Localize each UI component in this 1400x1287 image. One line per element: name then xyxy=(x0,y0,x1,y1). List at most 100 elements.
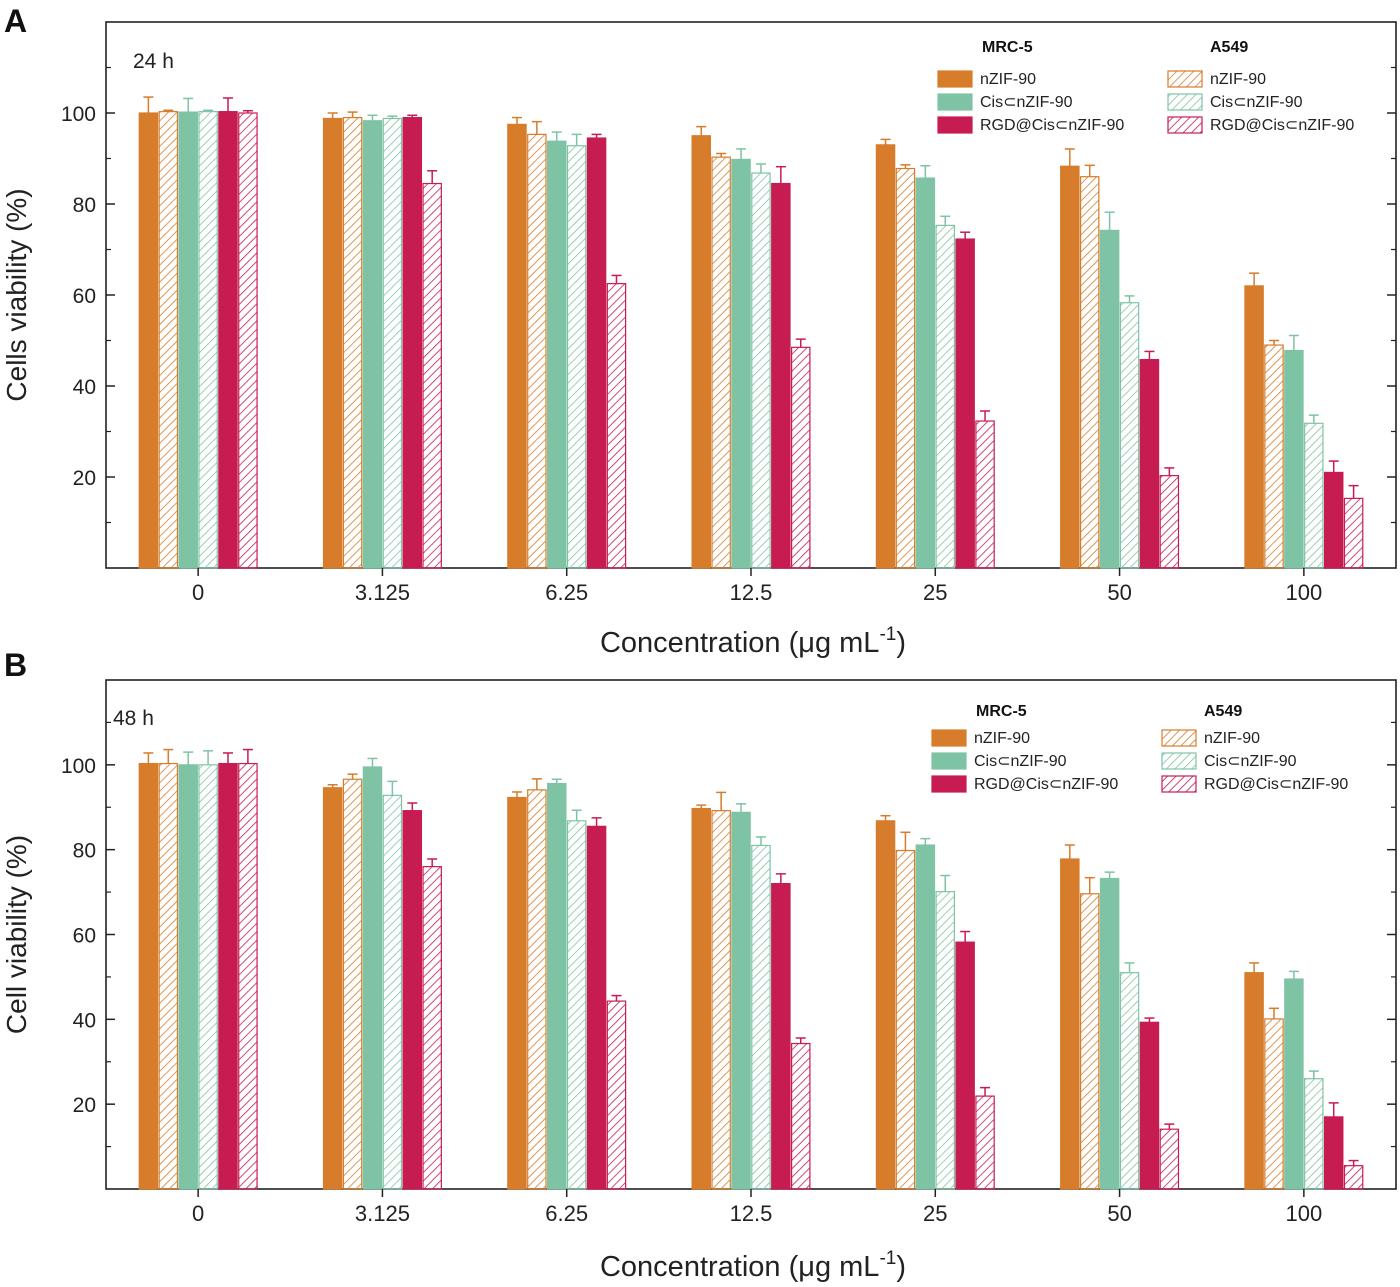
bar xyxy=(1343,1165,1364,1190)
bar xyxy=(1079,176,1100,569)
legend-swatch xyxy=(931,775,967,793)
bar xyxy=(1079,893,1100,1190)
legend-header: A549 xyxy=(1210,39,1248,56)
y-tick-label: 80 xyxy=(73,840,96,863)
bar xyxy=(895,849,916,1190)
bar xyxy=(322,787,343,1190)
y-axis-label: Cells viability (%) xyxy=(1,188,32,401)
legend-header: MRC-5 xyxy=(976,703,1027,720)
x-axis-label-main: Concentration (μg mL xyxy=(600,1251,879,1283)
bar xyxy=(138,762,159,1190)
legend-entry-label: nZIF-90 xyxy=(1210,71,1266,88)
panel-b: 20 40 60 80 100 0 3.125 6.25 12.5 25 50 100 B 48 h Cel… xyxy=(1,647,1397,1283)
bar xyxy=(547,140,567,569)
bar xyxy=(218,762,238,1190)
bar xyxy=(771,882,791,1190)
legend-swatch xyxy=(937,70,973,88)
x-axis-label-sup: -1 xyxy=(879,1248,896,1269)
legend-swatch xyxy=(1161,752,1197,770)
legend-swatch xyxy=(937,116,973,134)
bar xyxy=(382,117,403,569)
bar xyxy=(1119,302,1140,569)
legend-entry-label: nZIF-90 xyxy=(980,71,1036,88)
x-tick-label: 25 xyxy=(923,580,947,605)
legend-swatch xyxy=(1161,775,1197,793)
bar xyxy=(875,144,896,569)
bar xyxy=(198,764,218,1190)
time-label: 24 h xyxy=(133,50,174,73)
bar xyxy=(606,1000,627,1190)
x-tick-label: 100 xyxy=(1285,1201,1322,1226)
legend-entry-label: Cis⊂nZIF-90 xyxy=(974,753,1067,770)
plot-frame xyxy=(105,679,1397,1190)
legend-swatch xyxy=(931,729,967,747)
bar xyxy=(1323,1116,1344,1190)
bar xyxy=(1323,471,1344,569)
bar xyxy=(1264,1018,1284,1190)
legend-entry-label: RGD@Cis⊂nZIF-90 xyxy=(1204,776,1348,793)
x-tick-label: 12.5 xyxy=(730,1201,773,1226)
bar xyxy=(527,133,547,569)
bar xyxy=(1060,165,1080,569)
panel-label: B xyxy=(4,647,27,683)
x-tick-label: 0 xyxy=(192,580,204,605)
bar xyxy=(1159,475,1180,569)
legend-header: MRC-5 xyxy=(982,39,1033,56)
bar xyxy=(1304,422,1324,569)
bar xyxy=(1244,285,1264,569)
panel-label: A xyxy=(4,3,27,39)
x-tick-label: 3.125 xyxy=(355,1201,410,1226)
bar xyxy=(691,807,711,1190)
y-tick-label: 40 xyxy=(73,376,96,399)
x-axis-label-close: ) xyxy=(896,627,906,659)
y-tick-label: 60 xyxy=(73,925,96,948)
x-tick-label: 3.125 xyxy=(355,580,410,605)
x-tick-label: 50 xyxy=(1107,1201,1131,1226)
bar xyxy=(731,811,751,1190)
bar xyxy=(198,111,218,569)
bar xyxy=(1099,877,1120,1190)
bar xyxy=(178,111,198,569)
bar xyxy=(955,238,975,569)
bar xyxy=(422,182,442,569)
bar xyxy=(915,177,936,569)
bar xyxy=(178,764,198,1190)
bar xyxy=(1284,349,1304,569)
bar xyxy=(527,789,547,1190)
x-tick-label: 6.25 xyxy=(545,580,588,605)
x-axis-label-sup: -1 xyxy=(879,624,896,645)
bar xyxy=(1099,229,1120,569)
bar xyxy=(791,346,811,569)
bar xyxy=(1244,972,1264,1190)
y-tick-label: 20 xyxy=(73,1094,96,1117)
legend-entry-label: RGD@Cis⊂nZIF-90 xyxy=(980,117,1124,134)
x-axis-label-main: Concentration (μg mL xyxy=(600,627,879,659)
bar xyxy=(935,224,955,569)
bar xyxy=(1264,344,1284,569)
bar xyxy=(606,283,627,569)
bar xyxy=(1284,978,1304,1190)
bar xyxy=(507,123,527,569)
bar xyxy=(586,825,607,1190)
x-tick-label: 6.25 xyxy=(545,1201,588,1226)
bar xyxy=(731,158,751,569)
x-tick-label: 100 xyxy=(1285,580,1322,605)
legend-header: A549 xyxy=(1204,703,1242,720)
bar xyxy=(138,112,159,569)
bar xyxy=(751,844,771,1190)
legend-entry-label: Cis⊂nZIF-90 xyxy=(1210,94,1303,111)
legend-entry-label: nZIF-90 xyxy=(1204,730,1260,747)
legend-swatch xyxy=(1167,116,1203,134)
bar xyxy=(342,778,363,1190)
legend-entry-label: Cis⊂nZIF-90 xyxy=(980,94,1073,111)
bar xyxy=(751,172,771,569)
bar xyxy=(422,866,442,1190)
bar xyxy=(875,820,896,1190)
legend-swatch xyxy=(937,93,973,111)
legend-swatch xyxy=(1167,70,1203,88)
legend-swatch xyxy=(1161,729,1197,747)
x-axis-label-close: ) xyxy=(896,1251,906,1283)
bar xyxy=(691,135,711,569)
bar xyxy=(566,820,587,1190)
bar xyxy=(771,182,791,569)
